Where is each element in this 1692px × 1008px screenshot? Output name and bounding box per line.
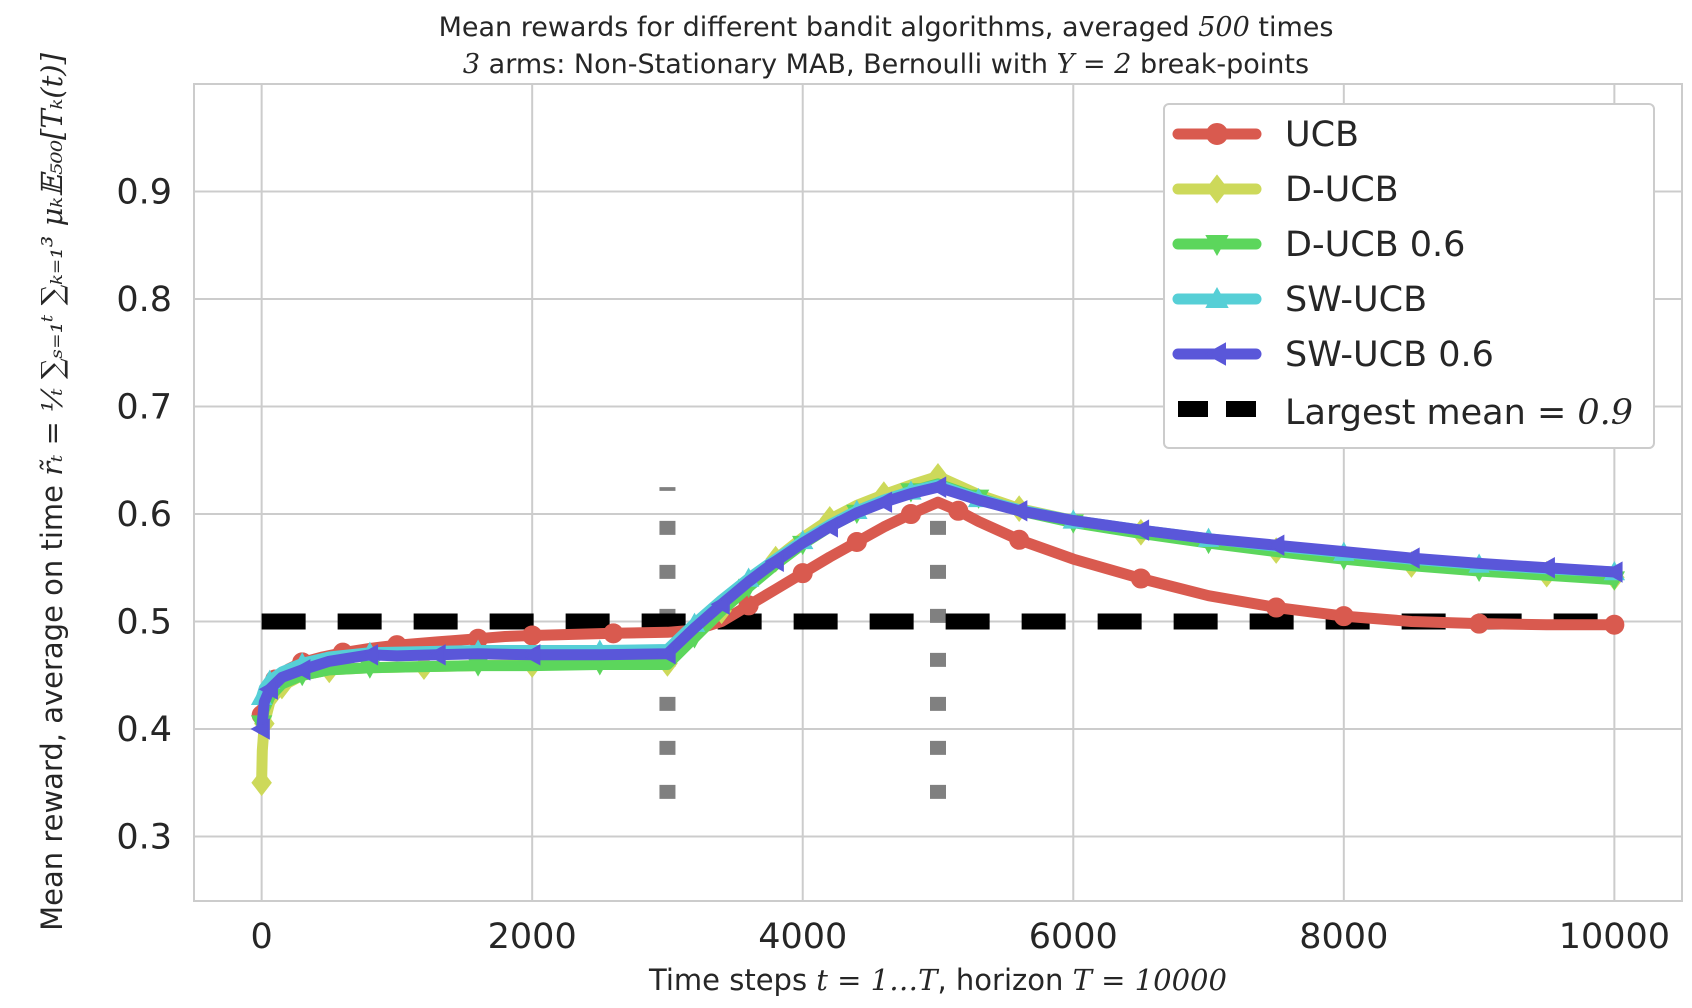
legend-marker [1205, 286, 1229, 308]
data-point [1400, 547, 1420, 569]
x-tick-label: 6000 [1029, 917, 1118, 957]
legend-label: UCB [1285, 115, 1359, 155]
chart-title: Mean rewards for different bandit algori… [439, 12, 1334, 43]
x-axis-label-math-horizon: T = 10000 [1073, 963, 1227, 997]
y-axis-label: Mean reward, average on time r̃ₜ = ¹⁄ₜ ∑… [35, 52, 69, 930]
chart-title-text: Mean rewards for different bandit algori… [439, 12, 1199, 43]
legend-item-d-ucb: D-UCB [1172, 170, 1399, 210]
legend-label: SW-UCB 0.6 [1285, 335, 1494, 375]
legend-marker [1205, 174, 1229, 204]
data-point [656, 643, 676, 665]
x-tick-label: 2000 [488, 917, 577, 957]
y-tick-label: 0.4 [116, 710, 172, 750]
data-point [948, 500, 969, 521]
data-point [1129, 519, 1150, 541]
series-sw-ucb-0-6 [250, 476, 1623, 740]
data-point [926, 476, 947, 498]
y-tick-label: 0.9 [116, 173, 172, 213]
chart-subtitle-math-breaks: Υ = 2 [1057, 49, 1132, 80]
x-axis-label-text-2: , horizon [937, 963, 1072, 997]
x-tick-label: 10000 [1559, 917, 1670, 957]
x-axis-label-math-range: t = 1…T [816, 963, 940, 997]
legend-label: D-UCB 0.6 [1285, 225, 1465, 265]
x-tick-label: 8000 [1299, 917, 1388, 957]
x-axis-label-text: Time steps [648, 963, 816, 997]
chart-title-text-end: times [1250, 12, 1334, 43]
y-tick-label: 0.7 [116, 388, 172, 428]
series-group [250, 463, 1626, 797]
data-point [1603, 561, 1623, 583]
data-point [291, 659, 311, 681]
legend-label: D-UCB [1285, 170, 1399, 210]
chart-title-math: 500 [1198, 12, 1250, 43]
data-point [1266, 597, 1287, 618]
x-tick-label: 0 [250, 917, 272, 957]
legend: UCB D-UCB D-UCB 0.6 SW-UCB SW-UCB 0.6 [1163, 103, 1655, 449]
legend-item-d-ucb-0-6: D-UCB 0.6 [1172, 225, 1465, 265]
x-tick-label: 4000 [758, 917, 847, 957]
data-point [846, 531, 867, 552]
series-line-sw-ucb-0-6 [256, 481, 1620, 735]
data-point [521, 644, 541, 666]
data-point [426, 644, 446, 666]
legend-label-largest-mean-text: Largest mean = [1285, 393, 1577, 433]
legend-marker [1204, 342, 1226, 366]
break-point-lines [659, 487, 946, 799]
x-tick-labels: 0 2000 4000 6000 8000 10000 [250, 917, 1670, 957]
chart-subtitle: 3 arms: Non-Stationary MAB, Bernoulli wi… [463, 49, 1309, 80]
data-point [872, 491, 893, 513]
data-point [1333, 606, 1354, 627]
legend-label: SW-UCB [1285, 280, 1427, 320]
data-point [792, 563, 813, 584]
data-point [764, 550, 784, 572]
legend-box [1163, 103, 1655, 449]
data-point [358, 644, 379, 666]
data-point [1130, 568, 1151, 589]
x-axis-label: Time steps t = 1…T, horizon T = 10000 [648, 963, 1227, 997]
data-point [1008, 500, 1028, 522]
legend-item-sw-ucb: SW-UCB [1172, 280, 1427, 320]
legend-item-sw-ucb-0-6: SW-UCB 0.6 [1172, 335, 1494, 375]
y-tick-label: 0.8 [116, 280, 172, 320]
y-axis-label-math: r̃ₜ = ¹⁄ₜ ∑ₛ₌₁ᵗ ∑ₖ₌₁³ μₖ𝔼₅₀₀[Tₖ(t)] [35, 52, 69, 475]
y-tick-label: 0.6 [116, 495, 172, 535]
data-point [251, 769, 272, 797]
data-point [522, 625, 543, 646]
legend-marker [1206, 123, 1228, 145]
data-point [1604, 614, 1625, 635]
data-point [1009, 529, 1030, 550]
legend-label-largest-mean-math: 0.9 [1577, 393, 1633, 433]
data-point [1469, 613, 1490, 634]
y-tick-labels: 0.3 0.4 0.5 0.6 0.7 0.8 0.9 [116, 173, 172, 858]
legend-item-ucb: UCB [1172, 115, 1359, 155]
data-point [250, 718, 270, 740]
y-axis-label-text: Mean reward, average on time [35, 476, 69, 931]
chart-subtitle-text-end: break-points [1131, 49, 1309, 80]
chart-subtitle-text: arms: Non-Stationary MAB, Bernoulli with [480, 49, 1056, 80]
data-point [258, 678, 278, 700]
data-point [1535, 557, 1555, 579]
data-point [1265, 534, 1285, 556]
data-point [818, 516, 838, 538]
data-point [710, 593, 730, 615]
data-point [900, 504, 921, 524]
y-tick-label: 0.3 [116, 818, 172, 858]
data-point [603, 623, 624, 644]
legend-marker [1205, 235, 1229, 257]
y-tick-label: 0.5 [116, 603, 172, 643]
chart-subtitle-math-arms: 3 [463, 49, 480, 80]
legend-label-largest-mean: Largest mean = 0.9 [1285, 393, 1633, 433]
